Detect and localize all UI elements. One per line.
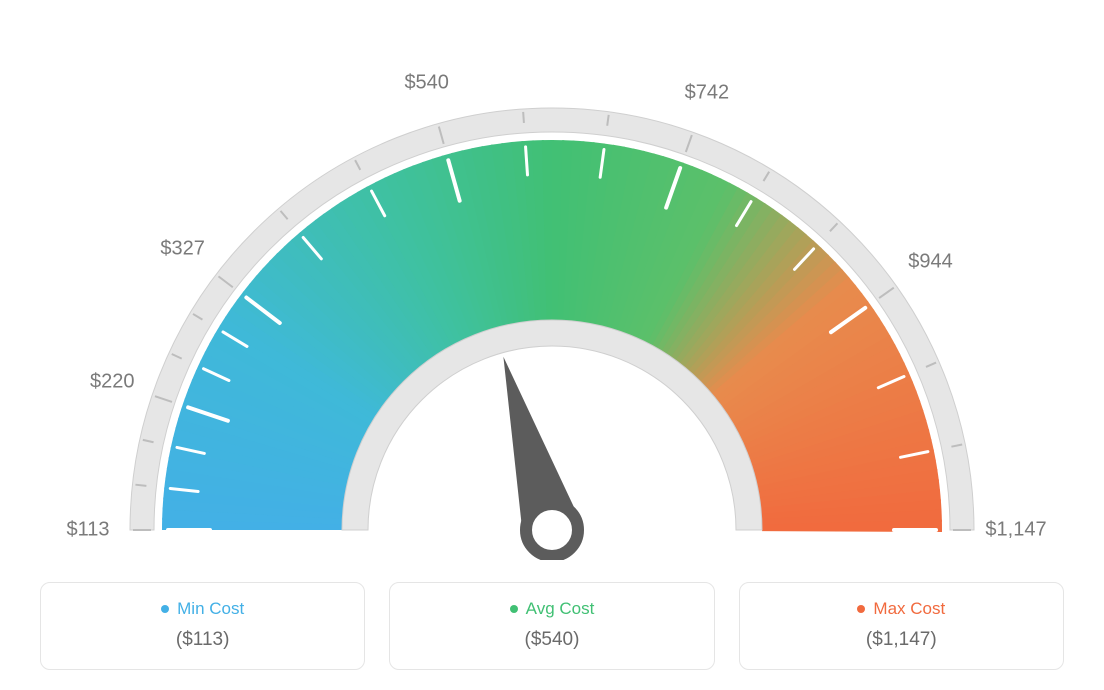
legend-card-min: Min Cost ($113)	[40, 582, 365, 670]
gauge-svg	[0, 0, 1104, 560]
legend-row: Min Cost ($113) Avg Cost ($540) Max Cost…	[40, 582, 1064, 670]
gauge-tick-label: $113	[66, 519, 109, 542]
legend-value-min: ($113)	[51, 629, 354, 651]
gauge-tick-label: $742	[685, 81, 730, 104]
legend-value-avg: ($540)	[400, 629, 703, 651]
dot-icon	[510, 605, 518, 613]
legend-card-avg: Avg Cost ($540)	[389, 582, 714, 670]
legend-label-avg: Avg Cost	[510, 599, 595, 619]
gauge-tick-label: $220	[90, 370, 135, 393]
dot-icon	[161, 605, 169, 613]
legend-label-min: Min Cost	[161, 599, 244, 619]
legend-card-max: Max Cost ($1,147)	[739, 582, 1064, 670]
gauge-chart: $113 $220 $327 $540 $742 $944 $1,147	[0, 0, 1104, 560]
dot-icon	[857, 605, 865, 613]
gauge-tick-label: $327	[160, 238, 205, 261]
legend-label-max: Max Cost	[857, 599, 945, 619]
legend-label-min-text: Min Cost	[177, 599, 244, 619]
gauge-tick-label: $944	[908, 250, 953, 273]
legend-label-max-text: Max Cost	[873, 599, 945, 619]
gauge-tick-label: $540	[404, 72, 449, 95]
gauge-tick-label: $1,147	[985, 519, 1046, 542]
legend-value-max: ($1,147)	[750, 629, 1053, 651]
legend-label-avg-text: Avg Cost	[526, 599, 595, 619]
